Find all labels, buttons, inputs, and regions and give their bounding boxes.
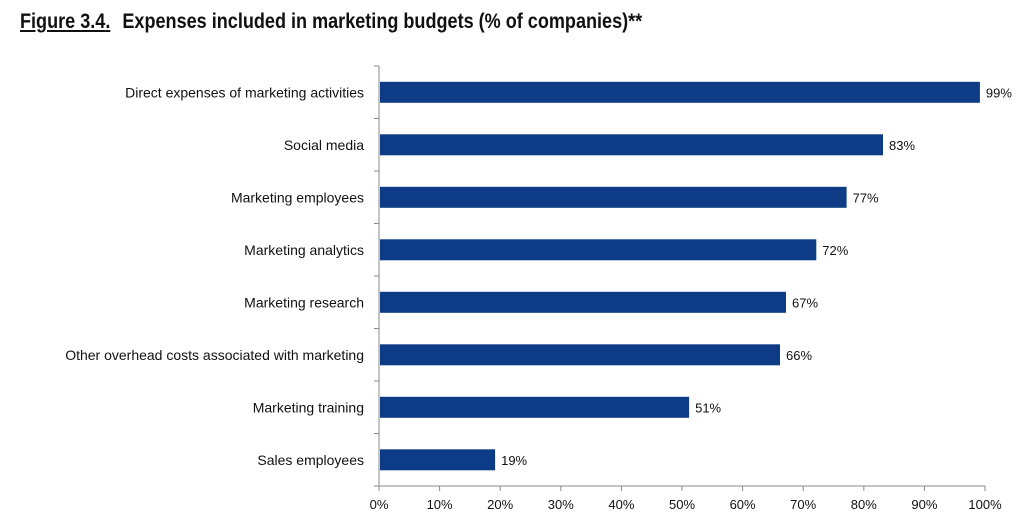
value-label: 51%	[695, 400, 721, 415]
figure-number: Figure 3.4.	[20, 10, 111, 33]
category-label: Marketing employees	[231, 189, 364, 205]
x-tick-label: 60%	[730, 497, 756, 512]
value-label: 67%	[792, 295, 818, 310]
value-label: 99%	[986, 85, 1012, 100]
x-tick-label: 50%	[669, 497, 695, 512]
figure-title: Figure 3.4. Expenses included in marketin…	[20, 10, 642, 34]
bar-1	[380, 81, 980, 103]
category-label: Direct expenses of marketing activities	[125, 84, 364, 100]
x-tick-label: 0%	[370, 497, 389, 512]
value-label: 66%	[786, 348, 812, 363]
x-tick-label: 100%	[968, 497, 1002, 512]
value-label: 83%	[889, 138, 915, 153]
x-tick-label: 40%	[608, 497, 634, 512]
value-label: 77%	[853, 190, 879, 205]
value-label: 19%	[501, 453, 527, 468]
bar-7	[380, 396, 690, 418]
bar-5	[380, 291, 786, 313]
category-label: Marketing research	[244, 294, 364, 310]
x-tick-label: 10%	[427, 497, 453, 512]
x-tick-label: 30%	[548, 497, 574, 512]
x-tick-label: 90%	[911, 497, 937, 512]
bar-3	[380, 186, 847, 208]
value-label: 72%	[822, 243, 848, 258]
bar-4	[380, 239, 817, 261]
x-tick-label: 70%	[790, 497, 816, 512]
category-label: Marketing training	[253, 399, 364, 415]
figure-title-text: Expenses included in marketing budgets (…	[122, 10, 643, 33]
bar-6	[380, 344, 780, 366]
x-tick-label: 20%	[487, 497, 513, 512]
bar-2	[380, 134, 883, 156]
category-label: Other overhead costs associated with mar…	[65, 347, 364, 363]
x-tick-label: 80%	[851, 497, 877, 512]
category-label: Marketing analytics	[244, 242, 364, 258]
category-label: Social media	[284, 137, 364, 153]
bar-8	[380, 449, 496, 471]
category-label: Sales employees	[257, 452, 364, 468]
